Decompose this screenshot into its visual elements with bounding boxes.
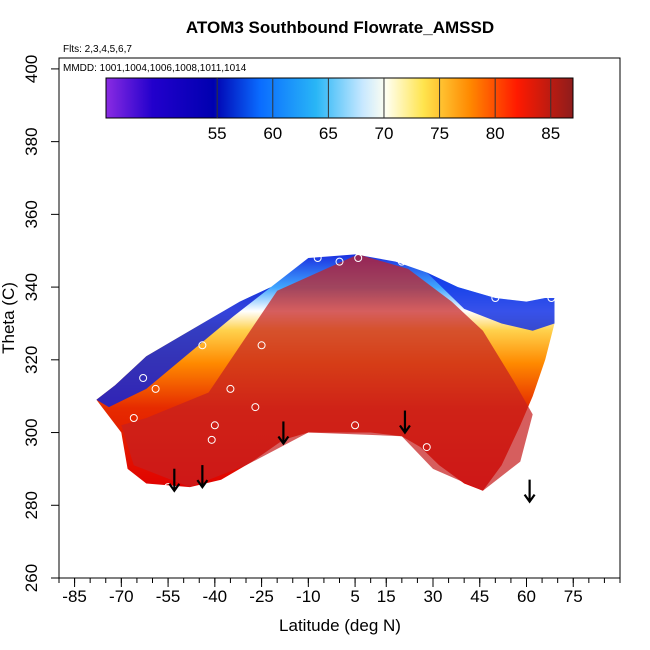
colorbar-tick-label: 65 bbox=[319, 124, 338, 143]
colorbar-tick-label: 55 bbox=[208, 124, 227, 143]
sample-marker bbox=[251, 403, 260, 412]
colorbar: 55 60 65 70 75 80 85 bbox=[105, 77, 574, 143]
x-tick-label: -25 bbox=[249, 587, 274, 606]
sample-marker bbox=[547, 294, 556, 302]
y-axis-label: Theta (C) bbox=[0, 282, 18, 354]
mmdd-label: MMDD: 1001,1004,1006,1008,1011,1014 bbox=[63, 63, 247, 74]
sample-marker bbox=[151, 384, 160, 393]
sample-marker bbox=[257, 341, 266, 350]
x-tick-label: 60 bbox=[517, 587, 536, 606]
sample-marker bbox=[354, 254, 363, 262]
region-northern-edge bbox=[426, 272, 555, 331]
x-tick-label: -70 bbox=[109, 587, 134, 606]
x-tick-label: -55 bbox=[156, 587, 181, 606]
colorbar-tick-label: 60 bbox=[263, 124, 282, 143]
markers-layer bbox=[86, 254, 556, 492]
down-arrow bbox=[196, 465, 209, 489]
chart-title: ATOM3 Southbound Flowrate_AMSSD bbox=[186, 18, 494, 37]
sample-marker bbox=[397, 257, 406, 266]
sample-marker bbox=[335, 257, 344, 266]
colorbar-tick-label: 80 bbox=[486, 124, 505, 143]
y-tick-label: 260 bbox=[22, 564, 41, 592]
down-arrow bbox=[523, 479, 536, 504]
sample-marker bbox=[139, 374, 148, 382]
colorbar-tick-label: 70 bbox=[375, 124, 394, 143]
colorbar-tick-label: 85 bbox=[541, 124, 560, 143]
x-tick-label: -10 bbox=[296, 587, 321, 606]
sample-marker bbox=[491, 294, 500, 302]
x-axis: -85 -70 -55 -40 -25 -10 5 15 30 45 60 75 bbox=[58, 578, 621, 606]
x-tick-label: 45 bbox=[470, 587, 489, 606]
y-tick-label: 380 bbox=[22, 127, 41, 155]
sample-marker bbox=[313, 254, 322, 262]
sample-marker bbox=[422, 443, 431, 452]
y-tick-label: 400 bbox=[22, 55, 41, 83]
flights-label: Flts: 2,3,4,5,6,7 bbox=[63, 44, 132, 55]
x-tick-label: 75 bbox=[564, 587, 583, 606]
y-tick-label: 300 bbox=[22, 418, 41, 446]
sample-marker bbox=[207, 435, 216, 444]
sample-marker bbox=[129, 414, 138, 422]
colorbar-gradient bbox=[105, 77, 574, 119]
x-tick-label: -40 bbox=[203, 587, 228, 606]
sample-marker bbox=[226, 384, 235, 393]
colorbar-tick-label: 75 bbox=[430, 124, 449, 143]
x-tick-label: 30 bbox=[424, 587, 443, 606]
y-axis: 260 280 300 320 340 360 380 400 bbox=[22, 55, 59, 592]
y-tick-label: 340 bbox=[22, 273, 41, 301]
data-field bbox=[96, 254, 555, 491]
y-tick-label: 360 bbox=[22, 200, 41, 228]
sample-marker bbox=[198, 341, 207, 350]
sample-marker bbox=[86, 468, 95, 477]
x-tick-label: 5 bbox=[350, 587, 359, 606]
down-arrow bbox=[277, 421, 290, 446]
x-tick-label: 15 bbox=[377, 587, 396, 606]
y-tick-label: 320 bbox=[22, 346, 41, 374]
x-tick-label: -85 bbox=[62, 587, 87, 606]
down-arrow bbox=[168, 468, 181, 493]
sample-marker bbox=[210, 421, 219, 430]
region-core bbox=[121, 254, 533, 491]
down-arrow bbox=[399, 410, 411, 435]
arrows-layer bbox=[168, 410, 536, 504]
sample-marker bbox=[157, 326, 166, 335]
y-tick-label: 280 bbox=[22, 491, 41, 519]
sample-marker bbox=[351, 421, 360, 430]
sample-marker bbox=[282, 257, 291, 266]
x-axis-label: Latitude (deg N) bbox=[279, 616, 401, 635]
